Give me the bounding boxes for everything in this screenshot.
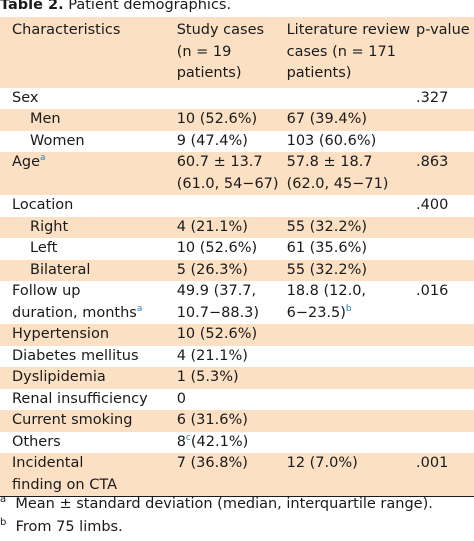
header-literature-cases: Literature review cases (n = 171 patient… (286, 22, 411, 81)
table-row: Current smoking 6 (31.6%) (0, 410, 474, 432)
p-value-cell: .327 (416, 89, 449, 106)
row-label: Sex (12, 89, 39, 106)
table-row: Agea 60.7 ± 13.7 (61.0, 54−67) 57.8 ± 18.… (0, 152, 474, 195)
table-row: Men 10 (52.6%) 67 (39.4%) (0, 109, 474, 131)
row-label: Incidental finding on CTA (0, 453, 177, 497)
row-label: Others (12, 433, 61, 450)
row-label: Bilateral (30, 261, 91, 278)
table-row: Women 9 (47.4%) 103 (60.6%) (0, 131, 474, 153)
p-value-cell: .863 (416, 154, 449, 170)
table-row: Others 8c(42.1%) (0, 432, 474, 454)
table-row: Left 10 (52.6%) 61 (35.6%) (0, 238, 474, 260)
footnote-ref: b (345, 303, 352, 314)
p-value-cell: .400 (416, 197, 449, 213)
table-row: Bilateral 5 (26.3%) 55 (32.2%) (0, 259, 474, 281)
row-label: Women (30, 132, 85, 149)
header-study-cases: Study cases (n = 19 patients) (176, 22, 265, 81)
table-row: Incidental finding on CTA 7 (36.8%) 12 (7… (0, 453, 474, 497)
table-title: Patient demographics. (68, 0, 232, 13)
row-label: Current smoking (12, 412, 133, 428)
table-row: Renal insufficiency 0 (0, 389, 474, 411)
table-row: Dyslipidemia 1 (5.3%) (0, 367, 474, 389)
footnote-ref: c (185, 432, 191, 443)
header-p-value: p-value (416, 22, 470, 38)
row-label: Hypertension (12, 326, 110, 342)
row-label: Men (30, 111, 61, 127)
table-row: Right 4 (21.1%) 55 (32.2%) (0, 216, 474, 238)
header-characteristics: Characteristics (12, 22, 121, 38)
footnote-a: a Mean ± standard deviation (median, int… (0, 494, 433, 512)
table-caption: Table 2. Patient demographics. (0, 0, 231, 15)
footnote-ref: a (40, 153, 46, 164)
row-label: Left (30, 240, 58, 256)
table-header-row: Characteristics Study cases (n = 19 pati… (0, 17, 474, 88)
row-label: Right (30, 218, 69, 235)
table-row: Location .400 (0, 195, 474, 217)
table-row: Diabetes mellitus 4 (21.1%) (0, 346, 474, 368)
footnote-ref: a (136, 303, 143, 314)
demographics-table: Characteristics Study cases (n = 19 pati… (0, 17, 474, 497)
footnote-b: b From 75 limbs. (0, 517, 123, 535)
row-label: Dyslipidemia (12, 369, 106, 385)
p-value-cell: .001 (416, 453, 474, 497)
row-label: Diabetes mellitus (12, 347, 139, 364)
row-label: Follow up duration, monthsa (12, 283, 143, 321)
p-value-cell: .016 (416, 283, 449, 299)
table-row: Follow up duration, monthsa 49.9 (37.7, 10… (0, 281, 474, 324)
table-row: Hypertension 10 (52.6%) (0, 324, 474, 346)
row-label: Agea (12, 153, 46, 170)
table-label: Table 2. (0, 0, 64, 13)
row-label: Location (12, 197, 74, 213)
row-label: Renal insufficiency (12, 390, 148, 407)
table-row: Sex .327 (0, 88, 474, 110)
